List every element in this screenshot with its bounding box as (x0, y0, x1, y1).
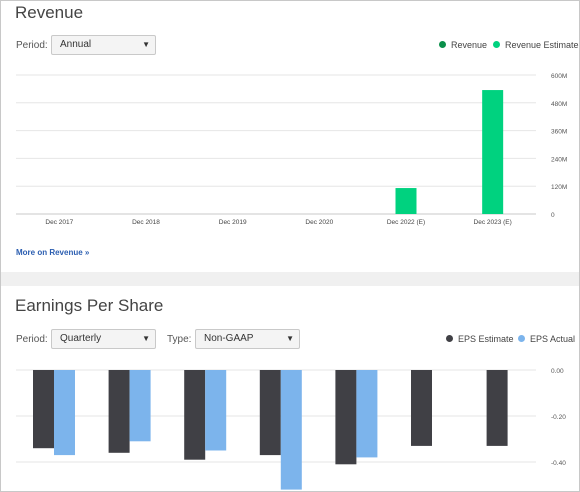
eps-type-label: Type: (167, 334, 192, 345)
bar (280, 370, 302, 490)
bar (259, 370, 281, 456)
bar (486, 370, 508, 446)
chevron-down-icon: ▼ (142, 334, 150, 343)
chevron-down-icon: ▼ (286, 334, 294, 343)
revenue-period-value: Annual (60, 39, 92, 50)
eps-actual-legend-marker (518, 335, 525, 343)
x-tick-label: Dec 2019 (219, 219, 247, 226)
bar (54, 370, 75, 456)
bar (108, 370, 130, 453)
bar (411, 370, 432, 446)
eps-actual-legend-label: EPS Actual (530, 334, 576, 344)
x-tick-label: Dec 2022 (E) (387, 219, 425, 226)
eps-type-value: Non-GAAP (204, 333, 254, 344)
y-tick-label: 240M (551, 156, 567, 163)
y-tick-label: 0 (551, 212, 555, 219)
bar (395, 188, 417, 214)
bar (33, 370, 54, 449)
bar (356, 370, 378, 458)
eps-estimate-legend-label: EPS Estimate (458, 334, 514, 344)
chevron-down-icon: ▼ (142, 40, 150, 49)
eps-period-value: Quarterly (60, 333, 102, 344)
x-tick-label: Dec 2023 (E) (474, 219, 512, 226)
y-tick-label: 600M (551, 73, 567, 80)
revenue-chart: 0 120M 240M 360M 480M 600M Dec 2017 Dec 2018 Dec… (16, 73, 567, 226)
bar (335, 370, 357, 465)
revenue-legend-item-revenue[interactable]: Revenue (439, 39, 487, 51)
bar (482, 90, 504, 214)
y-tick-label: 480M (551, 101, 567, 108)
bar (184, 370, 206, 460)
x-tick-label: Dec 2018 (132, 219, 160, 226)
eps-period-label: Period: (16, 334, 48, 345)
y-tick-label: 120M (551, 184, 567, 191)
eps-estimate-legend-marker (446, 335, 453, 343)
eps-title: Earnings Per Share (15, 296, 164, 315)
eps-chart: 0.00 -0.20 -0.40 (16, 368, 566, 490)
more-on-revenue-link[interactable]: More on Revenue » (16, 248, 90, 257)
y-tick-label: -0.40 (551, 460, 566, 467)
bar (205, 370, 227, 451)
x-tick-label: Dec 2020 (305, 219, 333, 226)
y-tick-label: 0.00 (551, 368, 564, 375)
y-tick-label: -0.20 (551, 414, 566, 421)
bar (129, 370, 151, 442)
revenue-estimate-legend-label: Revenue Estimate (505, 40, 579, 50)
x-tick-label: Dec 2017 (45, 219, 73, 226)
eps-legend-item-estimate[interactable]: EPS Estimate (446, 333, 514, 345)
revenue-estimate-legend-marker (493, 41, 500, 49)
y-tick-label: 360M (551, 129, 567, 136)
eps-period-select[interactable]: Quarterly ▼ (51, 329, 156, 349)
revenue-legend-label: Revenue (451, 40, 488, 50)
revenue-title: Revenue (15, 3, 84, 22)
eps-legend-item-actual[interactable]: EPS Actual (518, 333, 575, 345)
eps-type-select[interactable]: Non-GAAP ▼ (195, 329, 300, 349)
revenue-period-select[interactable]: Annual ▼ (51, 35, 156, 55)
revenue-legend-item-estimate[interactable]: Revenue Estimate (493, 39, 579, 51)
section-divider (1, 272, 579, 286)
revenue-legend-marker (439, 41, 446, 49)
revenue-period-label: Period: (16, 40, 48, 51)
